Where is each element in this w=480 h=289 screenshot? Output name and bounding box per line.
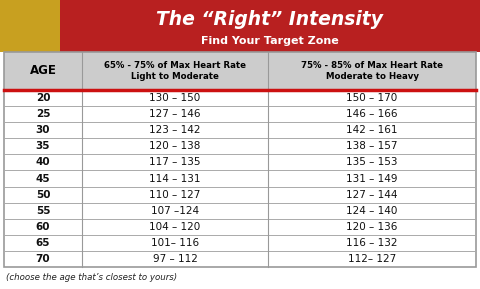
- Text: 116 – 132: 116 – 132: [346, 238, 398, 248]
- Text: 35: 35: [36, 141, 50, 151]
- Text: The “Right” Intensity: The “Right” Intensity: [156, 10, 384, 29]
- Text: 45: 45: [36, 173, 50, 184]
- Text: 70: 70: [36, 254, 50, 264]
- Text: 120 – 138: 120 – 138: [149, 141, 201, 151]
- Text: 104 – 120: 104 – 120: [149, 222, 201, 232]
- Text: 110 – 127: 110 – 127: [149, 190, 201, 200]
- Text: 107 –124: 107 –124: [151, 206, 199, 216]
- Text: 40: 40: [36, 158, 50, 167]
- Text: 124 – 140: 124 – 140: [346, 206, 398, 216]
- Text: 97 – 112: 97 – 112: [153, 254, 197, 264]
- Text: 142 – 161: 142 – 161: [346, 125, 398, 135]
- Text: 20: 20: [36, 93, 50, 103]
- Text: 50: 50: [36, 190, 50, 200]
- Text: 138 – 157: 138 – 157: [346, 141, 398, 151]
- Text: (choose the age that’s closest to yours): (choose the age that’s closest to yours): [6, 273, 177, 283]
- Text: AGE: AGE: [30, 64, 57, 77]
- Text: 112– 127: 112– 127: [348, 254, 396, 264]
- Text: 65% - 75% of Max Heart Rate
Light to Moderate: 65% - 75% of Max Heart Rate Light to Mod…: [104, 61, 246, 81]
- Text: 131 – 149: 131 – 149: [346, 173, 398, 184]
- Bar: [0, 0, 60, 52]
- Text: 25: 25: [36, 109, 50, 119]
- Bar: [4, 52, 476, 267]
- Text: 60: 60: [36, 222, 50, 232]
- Text: 127 – 146: 127 – 146: [149, 109, 201, 119]
- Text: Find Your Target Zone: Find Your Target Zone: [201, 36, 339, 46]
- Text: 65: 65: [36, 238, 50, 248]
- Bar: [4, 52, 476, 90]
- Text: 117 – 135: 117 – 135: [149, 158, 201, 167]
- Bar: [60, 0, 480, 52]
- Text: 127 – 144: 127 – 144: [346, 190, 398, 200]
- Text: 101– 116: 101– 116: [151, 238, 199, 248]
- Text: 75% - 85% of Max Heart Rate
Moderate to Heavy: 75% - 85% of Max Heart Rate Moderate to …: [301, 61, 443, 81]
- Text: 130 – 150: 130 – 150: [149, 93, 201, 103]
- Text: 30: 30: [36, 125, 50, 135]
- Text: 150 – 170: 150 – 170: [347, 93, 397, 103]
- Text: 120 – 136: 120 – 136: [346, 222, 398, 232]
- Text: 55: 55: [36, 206, 50, 216]
- Text: 135 – 153: 135 – 153: [346, 158, 398, 167]
- Text: 114 – 131: 114 – 131: [149, 173, 201, 184]
- Text: 146 – 166: 146 – 166: [346, 109, 398, 119]
- Text: 123 – 142: 123 – 142: [149, 125, 201, 135]
